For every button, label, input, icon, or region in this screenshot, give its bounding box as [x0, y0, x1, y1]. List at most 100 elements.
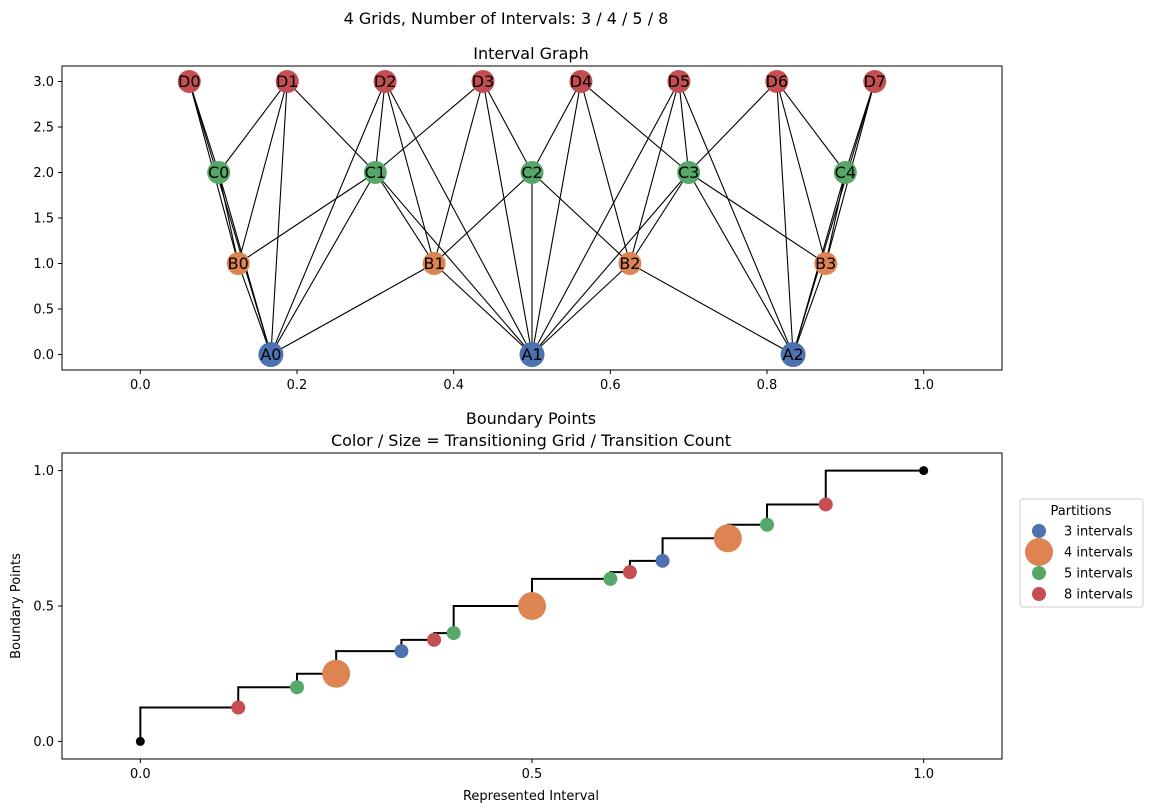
graph-edge [237, 263, 272, 355]
x-tick-label: 0.4 [443, 378, 464, 393]
graph-edge [688, 172, 794, 355]
graph-edge [580, 81, 690, 173]
graph-node-label: B3 [815, 254, 836, 273]
boundary-point [231, 700, 246, 715]
y-tick-label: 3.0 [33, 75, 54, 90]
graph-node [833, 160, 857, 184]
graph-edge [629, 172, 690, 264]
graph-node-label: B2 [619, 254, 640, 273]
interval-graph-panel: Interval Graph 0.0 0.2 0.4 0.6 0.8 1.0 0.0 0.5 1… [33, 44, 1003, 393]
graph-node-label: C0 [208, 163, 229, 182]
graph-edge [825, 172, 846, 264]
graph-node-label: A2 [783, 345, 804, 364]
legend-marker [1025, 538, 1053, 566]
graph-node [373, 69, 397, 93]
graph-edge [776, 81, 827, 264]
boundary-points-panel: Boundary Points Color / Size = Transitio… [9, 409, 1003, 804]
graph-node [765, 69, 789, 93]
graph-edge [270, 263, 435, 356]
graph-edge [270, 81, 288, 355]
graph-edge [531, 81, 582, 173]
graph-node [667, 69, 691, 93]
boundary-points-title-line2: Color / Size = Transitioning Grid / Tran… [331, 431, 731, 450]
graph-node-label: D4 [570, 72, 593, 91]
graph-node-label: A1 [521, 345, 542, 364]
legend-box [1019, 498, 1144, 608]
graph-edge [629, 263, 794, 356]
y-axis-label: Boundary Points [9, 553, 24, 659]
graph-node-label: B1 [424, 254, 445, 273]
legend-entries: 3 intervals 4 intervals 5 intervals 8 inter… [1025, 524, 1133, 603]
x-tick-label: 0.5 [522, 767, 543, 782]
graph-edge [580, 81, 631, 264]
y-tick-label: 0.0 [33, 735, 54, 750]
x-tick-label: 1.0 [913, 378, 934, 393]
graph-edge [433, 263, 533, 355]
endpoint-marker [919, 466, 929, 476]
boundary-point [818, 497, 833, 512]
interval-graph-title: Interval Graph [473, 44, 588, 63]
graph-node-label: C2 [521, 163, 542, 182]
graph-node [780, 342, 806, 368]
graph-edge [776, 81, 794, 355]
legend-marker [1032, 566, 1046, 580]
x-tick-label: 0.0 [130, 378, 151, 393]
graph-node-label: C1 [365, 163, 386, 182]
boundary-point [518, 592, 546, 620]
interval-graph-nodes: A0 A1 A2 B0 B1 B2 B3 C0 C1 C2 C3 C4 D0 D1 D2 D3 D4 D5 D6 D7 [177, 69, 887, 368]
graph-edge [218, 81, 288, 173]
x-tick-label: 0.2 [287, 378, 308, 393]
x-tick-label: 0.8 [757, 378, 778, 393]
graph-edge [374, 172, 435, 264]
graph-edge [237, 81, 288, 264]
graph-edge [482, 81, 533, 355]
graph-edge [374, 81, 386, 173]
graph-edge [531, 172, 690, 355]
graph-node-label: C4 [835, 163, 856, 182]
graph-node-label: D3 [472, 72, 495, 91]
graph-node-label: B0 [228, 254, 249, 273]
graph-edge [218, 172, 239, 264]
x-axis-label: Represented Interval [463, 789, 599, 804]
boundary-points-axes: 0.0 0.5 1.0 0.0 0.5 1.0 [33, 464, 934, 782]
x-tick-label: 0.0 [130, 767, 151, 782]
graph-edge [678, 81, 794, 355]
y-tick-label: 0.5 [33, 600, 54, 615]
boundary-point [446, 626, 461, 641]
graph-node [422, 252, 446, 276]
boundary-point [603, 571, 618, 586]
interval-graph-axes: 0.0 0.2 0.4 0.6 0.8 1.0 0.0 0.5 1.0 1.5 2.0 2.5 3.0 [33, 75, 934, 393]
graph-node-label: D1 [276, 72, 299, 91]
graph-edge [531, 81, 582, 355]
graph-edge [688, 81, 778, 173]
graph-node-label: D2 [374, 72, 397, 91]
graph-edge [776, 81, 846, 173]
graph-node [569, 69, 593, 93]
legend-marker [1032, 587, 1046, 601]
y-tick-label: 2.5 [33, 120, 54, 135]
legend-label: 5 intervals [1064, 567, 1133, 582]
legend-marker [1032, 524, 1046, 538]
boundary-point [322, 659, 351, 688]
graph-edge [433, 172, 533, 264]
x-tick-label: 1.0 [913, 767, 934, 782]
figure-suptitle: 4 Grids, Number of Intervals: 3 / 4 / 5 … [344, 9, 669, 28]
boundary-point [394, 644, 409, 659]
graph-edge [270, 81, 386, 355]
graph-node-label: D6 [766, 72, 789, 91]
graph-node-label: D5 [668, 72, 691, 91]
graph-node [618, 252, 642, 276]
y-tick-label: 1.5 [33, 212, 54, 227]
graph-edge [433, 81, 484, 264]
legend-label: 8 intervals [1064, 588, 1133, 603]
boundary-points-title-line1: Boundary Points [466, 409, 596, 428]
boundary-points-markers [135, 466, 929, 746]
graph-node [471, 69, 495, 93]
graph-node-label: D7 [863, 72, 886, 91]
boundary-point [427, 632, 442, 647]
graph-edge [792, 81, 876, 355]
graph-edge [629, 81, 680, 264]
boundary-points-frame [61, 452, 1003, 760]
graph-edge [531, 263, 631, 355]
